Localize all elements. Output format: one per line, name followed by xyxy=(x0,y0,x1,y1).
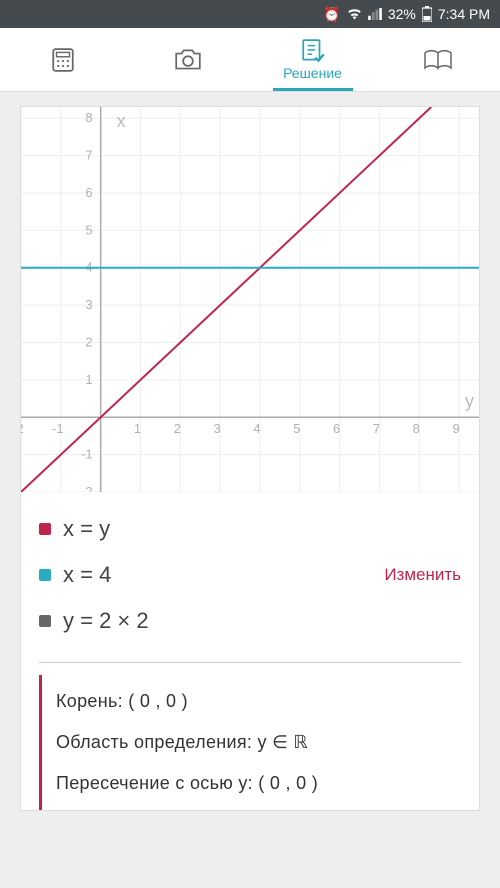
divider xyxy=(39,662,461,663)
wifi-icon xyxy=(347,8,362,20)
result-line: Область определения: y ∈ ℝ xyxy=(56,722,461,763)
svg-text:5: 5 xyxy=(85,222,92,237)
svg-text:-2: -2 xyxy=(21,421,24,436)
chart-plot[interactable]: -2-1123456789-2-112345678xy xyxy=(21,107,479,492)
results-block: Корень: ( 0 , 0 ) Область определения: y… xyxy=(39,675,461,810)
legend-label: x = y xyxy=(63,516,110,542)
svg-text:3: 3 xyxy=(85,297,92,312)
svg-text:2: 2 xyxy=(174,421,181,436)
svg-text:7: 7 xyxy=(85,148,92,163)
legend-item[interactable]: x = y xyxy=(39,506,461,552)
tab-solution[interactable]: Решение xyxy=(250,28,375,91)
tab-bar: Решение xyxy=(0,28,500,92)
result-line: Пересечение с осью y: ( 0 , 0 ) xyxy=(56,763,461,804)
svg-text:2: 2 xyxy=(85,334,92,349)
status-bar: ⏰ 32% 7:34 PM xyxy=(0,0,500,28)
svg-text:5: 5 xyxy=(293,421,300,436)
signal-icon xyxy=(368,8,382,20)
svg-text:y: y xyxy=(465,391,474,411)
legend-swatch xyxy=(39,615,51,627)
result-line: Корень: ( 0 , 0 ) xyxy=(56,681,461,722)
svg-text:x: x xyxy=(117,111,126,131)
battery-pct: 32% xyxy=(388,6,416,22)
edit-link[interactable]: Изменить xyxy=(384,565,461,585)
tab-camera[interactable] xyxy=(125,28,250,91)
svg-text:-2: -2 xyxy=(81,484,93,492)
svg-text:-1: -1 xyxy=(52,421,64,436)
clock-text: 7:34 PM xyxy=(438,6,490,22)
legend-label: y = 2 × 2 xyxy=(63,608,149,634)
alarm-icon: ⏰ xyxy=(323,6,340,23)
svg-text:7: 7 xyxy=(373,421,380,436)
svg-text:-1: -1 xyxy=(81,447,93,462)
svg-text:3: 3 xyxy=(214,421,221,436)
content-area: -2-1123456789-2-112345678xy x = y x = 4 … xyxy=(0,92,500,811)
svg-text:1: 1 xyxy=(85,372,92,387)
tab-solution-label: Решение xyxy=(283,65,342,81)
svg-text:9: 9 xyxy=(452,421,459,436)
chart-card: -2-1123456789-2-112345678xy x = y x = 4 … xyxy=(20,106,480,811)
tab-book[interactable] xyxy=(375,28,500,91)
svg-text:6: 6 xyxy=(333,421,340,436)
svg-text:1: 1 xyxy=(134,421,141,436)
legend: x = y x = 4 Изменить y = 2 × 2 xyxy=(21,492,479,652)
svg-text:6: 6 xyxy=(85,185,92,200)
battery-icon xyxy=(422,6,432,22)
svg-text:8: 8 xyxy=(413,421,420,436)
legend-label: x = 4 xyxy=(63,562,111,588)
legend-item[interactable]: y = 2 × 2 xyxy=(39,598,461,644)
tab-calculator[interactable] xyxy=(0,28,125,91)
legend-item[interactable]: x = 4 Изменить xyxy=(39,552,461,598)
legend-swatch xyxy=(39,523,51,535)
svg-text:8: 8 xyxy=(85,110,92,125)
svg-text:4: 4 xyxy=(253,421,260,436)
legend-swatch xyxy=(39,569,51,581)
